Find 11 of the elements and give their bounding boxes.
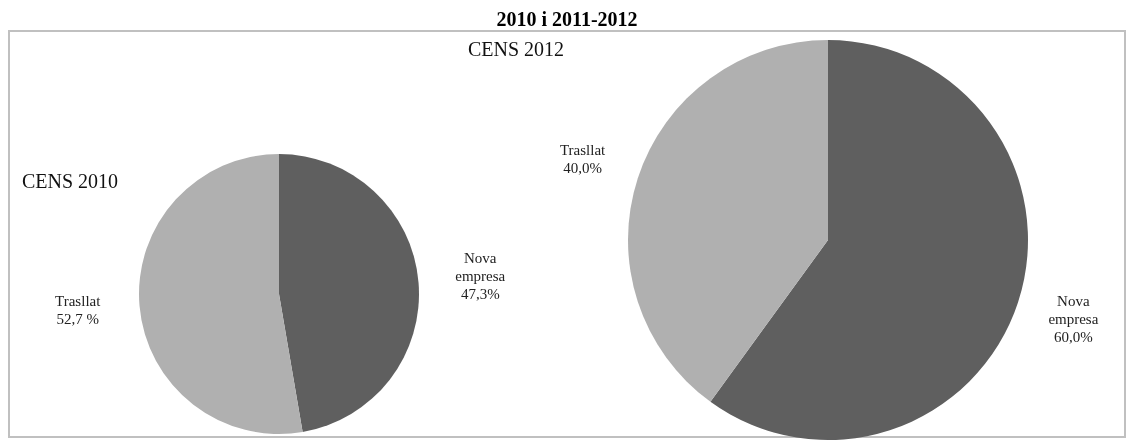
slice-label: Nova empresa <box>455 249 506 284</box>
chart-title: CENS 2012 <box>468 38 565 61</box>
slice-label: Nova empresa <box>1048 292 1099 327</box>
text: 2010 i 2011-2012 <box>495 8 639 30</box>
data-label: 52,7 % <box>56 311 99 328</box>
text: CENS 2010 <box>22 170 119 193</box>
data-label: 60,0% <box>1054 328 1093 345</box>
data-label: 40,0% <box>563 160 602 177</box>
slice-label: Trasllat <box>559 142 607 159</box>
slice-label: Trasllat <box>55 293 102 310</box>
data-label: 47,3% <box>460 285 500 302</box>
